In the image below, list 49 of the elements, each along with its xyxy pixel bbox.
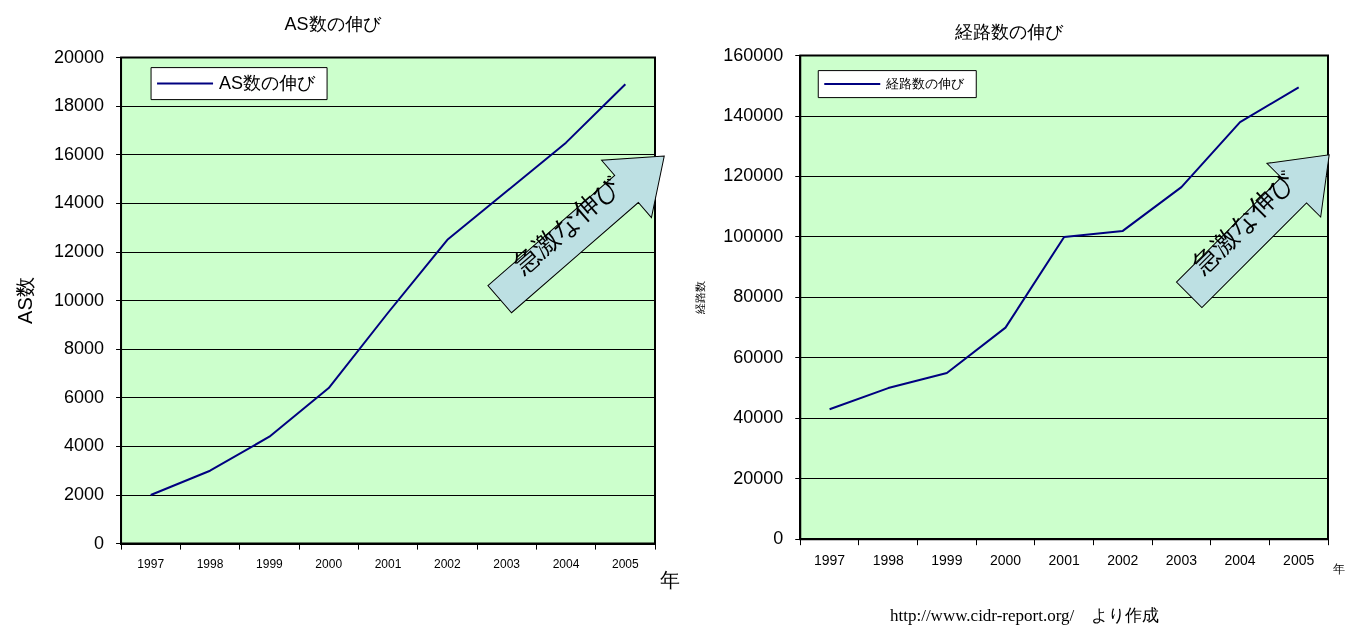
y-tick-label: 10000 [53,289,105,310]
x-tick-label: 1997 [137,557,165,572]
x-tick-label: 2004 [1224,552,1256,569]
y-tick-label: 20000 [53,46,105,67]
x-tick-label: 1999 [931,552,963,569]
x-tick-label: 2003 [1165,552,1198,569]
y-tick-label: 80000 [733,286,784,307]
y-tick-label: 20000 [733,467,784,488]
legend-label: 経路数の伸び [885,75,966,91]
y-tick-label: 6000 [64,386,105,407]
y-tick-label: 4000 [64,435,105,456]
legend-label: AS数の伸び [219,72,317,93]
chart-title: 経路数の伸び [954,21,1064,42]
annotation: 急激な伸び [506,169,628,282]
y-tick-label: 16000 [53,143,105,164]
x-tick-label: 2003 [493,557,521,572]
y-axis-title: AS数 [13,277,36,324]
text: http://www.cidr-report.org/ より作成 [890,605,1160,627]
x-tick-label: 2002 [434,557,462,572]
y-tick-label: 8000 [64,338,105,359]
y-tick-label: 18000 [53,95,105,116]
x-tick-label: 2000 [989,552,1022,569]
x-tick-label: 2002 [1107,552,1139,569]
x-tick-label: 2001 [1048,552,1080,569]
x-tick-label: 1999 [256,557,284,572]
y-tick-label: 160000 [723,44,784,65]
y-tick-label: 120000 [723,165,784,186]
x-tick-label: 1998 [196,557,224,572]
y-tick-label: 140000 [723,105,784,126]
y-tick-label: 60000 [733,346,784,367]
x-tick-label: 2004 [552,557,580,572]
x-tick-label: 2000 [315,557,343,572]
x-axis-title: 年 [660,569,680,592]
x-tick-label: 2001 [374,557,402,572]
y-tick-label: 0 [94,532,105,553]
y-tick-label: 100000 [723,225,784,246]
x-tick-label: 2005 [1283,552,1315,569]
y-axis-title: 経路数 [693,280,706,315]
y-tick-label: 40000 [733,407,784,428]
x-tick-label: 1998 [872,552,904,569]
x-tick-label: 1997 [814,552,846,569]
y-tick-label: 0 [773,528,784,549]
chart-title: AS数の伸び [284,13,382,34]
x-axis-title: 年 [1333,561,1345,576]
annotation: 急激な伸び [1185,163,1302,281]
x-tick-label: 2005 [611,557,640,572]
y-tick-label: 12000 [53,240,105,261]
y-tick-label: 14000 [53,192,105,213]
y-tick-label: 2000 [64,483,105,504]
